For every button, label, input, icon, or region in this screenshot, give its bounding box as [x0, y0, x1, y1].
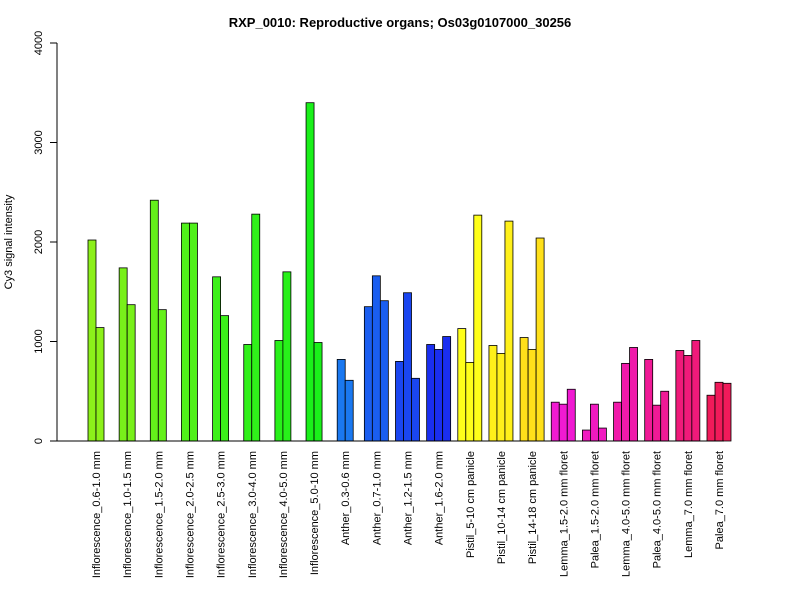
bar — [488, 345, 498, 442]
category-label: Inflorescence_1.0-1.5 mm — [122, 451, 134, 578]
bar — [652, 404, 662, 442]
category-label: Inflorescence_2.5-3.0 mm — [216, 451, 228, 578]
bar — [243, 344, 253, 442]
bar — [457, 328, 467, 442]
bar — [566, 388, 576, 442]
category-label: Anther_1.6-2.0 mm — [434, 451, 446, 545]
bar — [95, 327, 105, 442]
bar — [371, 275, 381, 442]
category-label: Inflorescence_3.0-4.0 mm — [247, 451, 259, 578]
bar — [126, 304, 136, 442]
bar — [379, 300, 389, 442]
category-label: Pistil_10-14 cm panicle — [496, 451, 508, 564]
bar — [149, 199, 159, 442]
category-label: Palea_4.0-5.0 mm floret — [652, 451, 664, 568]
bar — [590, 403, 599, 442]
bar — [706, 394, 716, 442]
category-label: Pistil_5-10 cm panicle — [465, 451, 477, 558]
bar — [629, 347, 638, 442]
category-label: Inflorescence_5.0-10 mm — [309, 451, 321, 575]
bar — [598, 427, 607, 442]
y-tick-label: 1000 — [33, 329, 45, 353]
category-label: Inflorescence_0.6-1.0 mm — [91, 451, 103, 578]
bar — [336, 359, 346, 442]
bars-layer — [87, 102, 732, 442]
category-label: Inflorescence_4.0-5.0 mm — [278, 451, 290, 578]
bar — [558, 403, 568, 442]
y-axis-label: Cy3 signal intensity — [3, 194, 15, 289]
bar — [683, 355, 693, 442]
bar — [442, 336, 452, 442]
bar — [220, 315, 230, 442]
bar — [527, 349, 537, 442]
bar — [504, 220, 514, 442]
bar — [403, 292, 412, 442]
bar — [550, 401, 560, 442]
chart-title: RXP_0010: Reproductive organs; Os03g0107… — [229, 15, 572, 30]
category-label: Palea_1.5-2.0 mm floret — [589, 451, 601, 568]
bar — [87, 239, 97, 442]
y-axis: 0 1000 2000 3000 4000 — [33, 31, 58, 444]
bar — [118, 267, 128, 442]
y-tick-label: 0 — [33, 438, 45, 444]
category-label: Inflorescence_2.0-2.5 mm — [184, 451, 196, 578]
bar — [181, 222, 190, 442]
bar — [313, 342, 323, 442]
bar — [251, 213, 261, 442]
bar — [691, 340, 701, 442]
bar — [157, 309, 167, 442]
category-label: Pistil_14-18 cm panicle — [527, 451, 539, 564]
y-tick-label: 2000 — [33, 230, 45, 254]
bar — [613, 401, 622, 442]
x-axis-labels: Inflorescence_0.6-1.0 mm Inflorescence_1.… — [91, 451, 726, 578]
category-label: Anther_0.7-1.0 mm — [371, 451, 383, 545]
bar — [363, 306, 373, 442]
bar — [660, 390, 670, 442]
y-tick-label: 3000 — [33, 130, 45, 154]
bar — [496, 353, 506, 442]
bar — [411, 377, 420, 442]
y-tick-label: 4000 — [33, 31, 45, 55]
category-label: Anther_1.2-1.5 mm — [403, 451, 415, 545]
bar — [722, 382, 732, 442]
category-label: Lemma_4.0-5.0 mm floret — [621, 451, 633, 577]
category-label: Inflorescence_1.5-2.0 mm — [153, 451, 165, 578]
bar — [395, 360, 404, 442]
bar — [426, 344, 436, 442]
bar — [189, 222, 198, 442]
bar — [344, 379, 354, 442]
category-label: Lemma_1.5-2.0 mm floret — [558, 451, 570, 577]
bar — [582, 429, 591, 442]
bar — [644, 359, 654, 442]
bar — [714, 381, 724, 442]
bar — [621, 362, 630, 442]
bar — [519, 337, 529, 442]
bar — [535, 237, 545, 442]
bar — [274, 340, 284, 442]
category-label: Anther_0.3-0.6 mm — [340, 451, 352, 545]
bar — [282, 271, 292, 442]
category-label: Lemma_7.0 mm floret — [683, 451, 695, 558]
bar — [473, 214, 483, 442]
bar — [212, 276, 222, 442]
bar — [305, 102, 315, 442]
bar — [465, 361, 475, 442]
bar — [675, 350, 685, 442]
bar — [434, 349, 444, 442]
category-label: Palea_7.0 mm floret — [714, 451, 726, 549]
